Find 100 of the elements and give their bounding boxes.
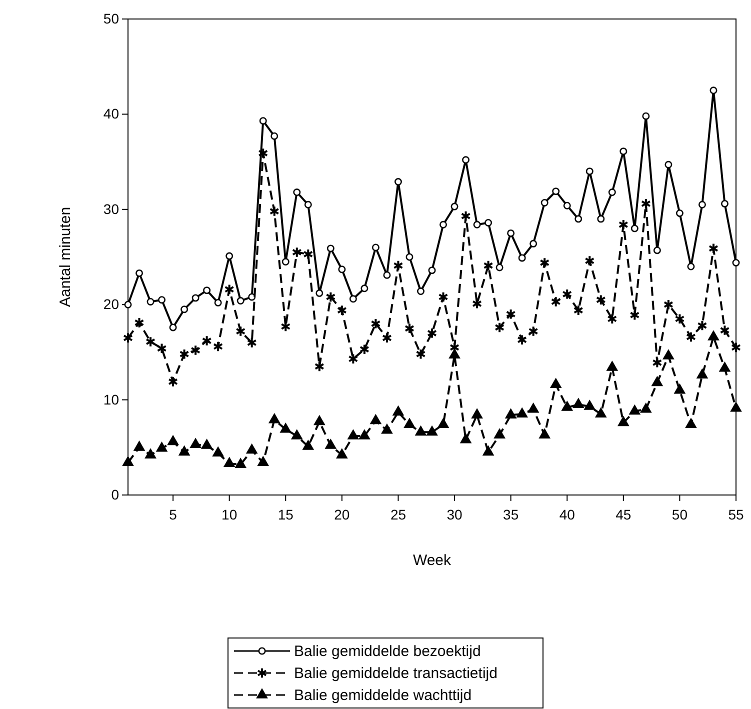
point [192,294,200,302]
point [496,264,504,272]
point [574,215,582,223]
point [516,408,528,418]
x-axis-title: Week [412,552,452,569]
point [584,400,596,410]
point [404,418,415,428]
point [268,414,280,424]
point [573,304,584,316]
point [358,430,370,440]
point [608,188,616,196]
legend-label: Balie gemiddelde bezoektijd [294,643,481,660]
point [303,248,314,260]
point [642,112,650,120]
point [326,244,334,252]
point [180,306,188,314]
point [620,148,628,156]
point [372,244,380,252]
point [293,188,301,196]
point [438,291,448,303]
point [686,331,696,343]
point [730,342,742,354]
point [662,350,674,360]
y-tick-label: 40 [103,106,120,122]
point [720,324,730,336]
point [640,403,652,413]
point [224,284,234,295]
point [212,446,224,457]
point [708,330,719,340]
point [517,334,528,346]
point [482,446,494,456]
point [730,402,742,412]
point [618,416,629,426]
point [507,229,515,237]
point [416,348,426,360]
point [460,210,471,222]
point [607,313,618,325]
point [156,342,167,354]
point [698,200,706,208]
point [708,242,718,254]
x-tick-label: 5 [169,506,178,522]
point [124,300,132,308]
point [653,246,661,254]
point [663,298,674,310]
point [349,295,357,303]
point [382,332,392,344]
x-tick-label: 55 [728,506,744,522]
point [630,224,638,232]
point [676,209,684,217]
point [630,309,640,321]
point [664,160,672,168]
point [472,408,482,418]
point [710,86,718,94]
point [528,403,539,413]
point [595,408,606,418]
point [236,297,244,305]
point [428,266,436,274]
y-axis-title: Aantal minuten [57,206,74,308]
point [236,326,246,337]
point [280,423,292,433]
point [562,401,573,411]
point [426,328,438,339]
point [136,269,143,277]
point [246,444,258,454]
point [596,294,606,306]
point [134,441,145,451]
point [494,322,505,334]
point [550,378,562,388]
point [539,428,550,438]
x-tick-label: 35 [503,506,519,522]
point [597,215,605,223]
point [404,322,414,334]
point [540,257,550,268]
point [449,348,460,358]
point [168,435,178,446]
point [572,398,584,408]
point [370,318,381,330]
point [674,384,686,394]
point [417,288,424,296]
point [246,337,257,348]
point [562,288,572,300]
point [336,448,348,458]
point [392,406,404,416]
point [258,148,268,159]
x-tick-label: 45 [616,506,632,522]
point [382,424,392,434]
point [383,271,391,279]
point [406,253,414,261]
point [304,200,312,208]
point [360,284,368,292]
point [302,440,314,450]
point [259,117,267,125]
point [190,344,201,356]
point [652,376,663,386]
point [483,260,494,272]
point [314,360,324,372]
x-tick-label: 50 [672,506,688,522]
legend-label: Balie gemiddelde transactietijd [294,665,498,682]
point [146,298,154,306]
point [145,448,156,458]
